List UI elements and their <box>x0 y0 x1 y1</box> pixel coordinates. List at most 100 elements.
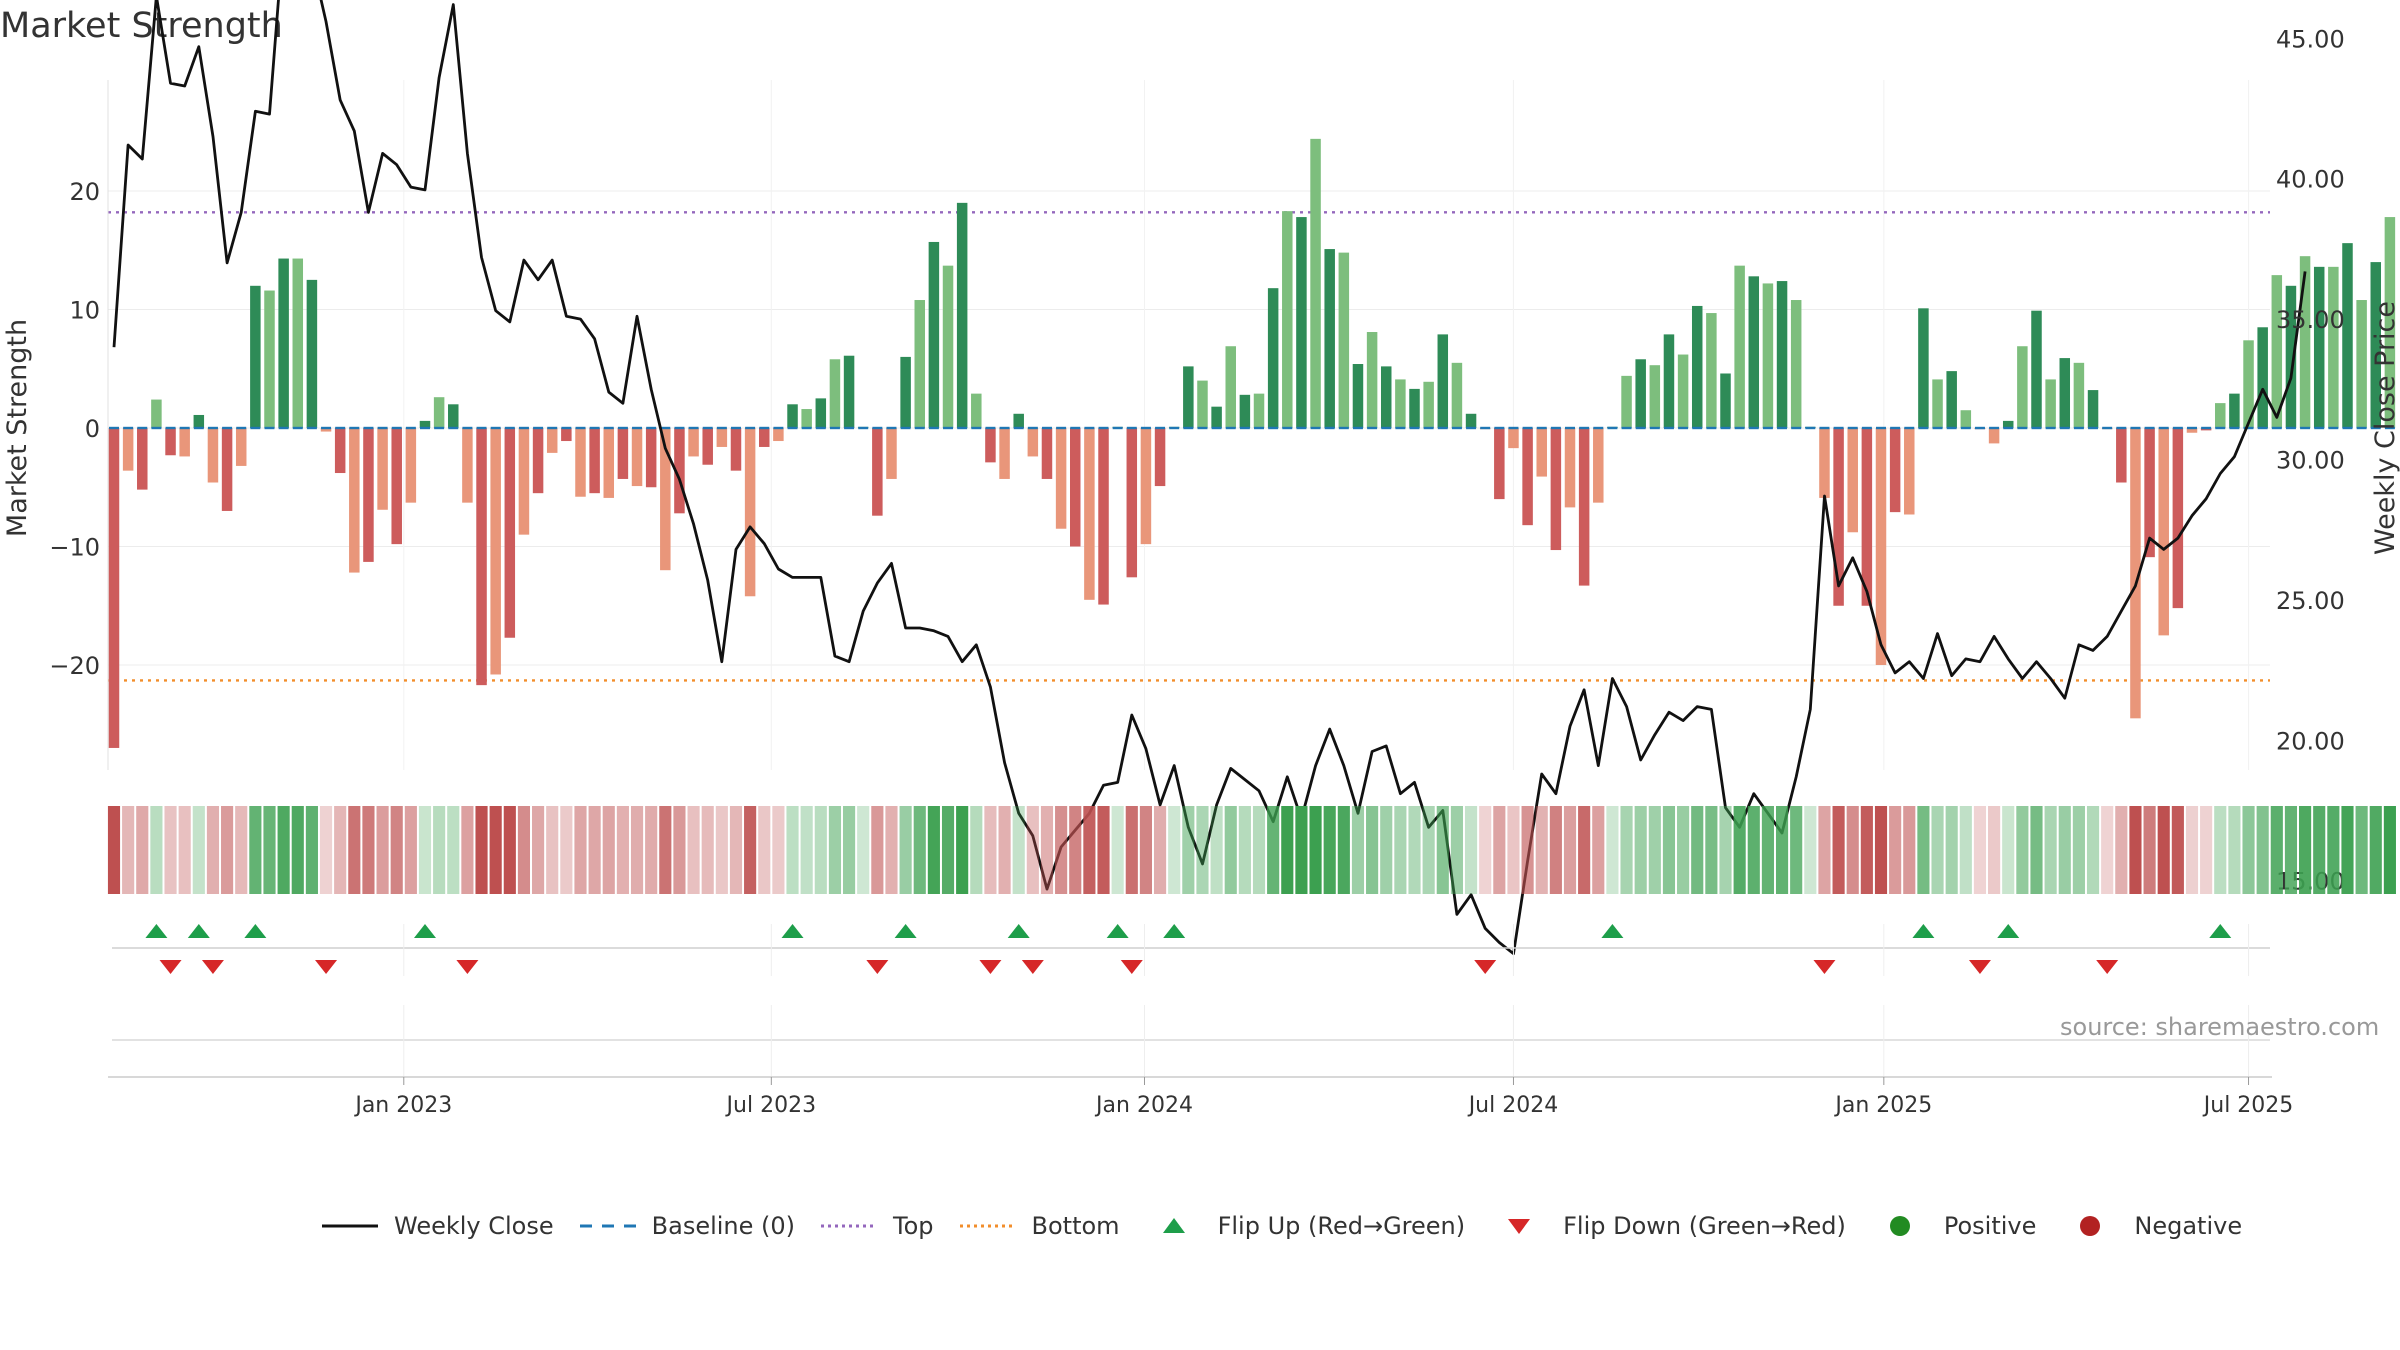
heat-cell <box>758 806 771 894</box>
strength-bar <box>1635 359 1646 428</box>
heat-cell <box>2242 806 2255 894</box>
strength-bar <box>1960 410 1972 428</box>
strength-bar <box>151 399 162 428</box>
strength-bar <box>1239 394 1251 428</box>
strength-bar <box>476 428 487 686</box>
strength-bar <box>137 428 148 490</box>
strength-bar <box>462 428 473 503</box>
heat-cell <box>616 806 629 894</box>
flip-down-marker <box>1474 960 1497 974</box>
strength-bar <box>603 428 615 498</box>
heat-cell <box>630 806 644 894</box>
strength-bar <box>1861 428 1873 606</box>
heat-cell <box>136 806 149 894</box>
y-left-tick-label: −10 <box>49 534 100 562</box>
legend-label: Baseline (0) <box>651 1212 796 1240</box>
strength-bar <box>1140 428 1152 545</box>
heat-cell <box>291 806 304 894</box>
strength-bar <box>561 428 572 442</box>
strength-bar <box>2073 362 2085 428</box>
strength-bar <box>1225 346 1236 428</box>
strength-bar <box>1776 281 1788 428</box>
y-right-tick-label: 30.00 <box>2276 447 2345 475</box>
heat-cell <box>1168 806 1181 894</box>
heat-cell <box>192 806 205 894</box>
heat-cell <box>1945 806 1958 894</box>
heat-cell <box>1422 806 1435 894</box>
strength-bar <box>872 428 883 516</box>
flip-down-marker <box>866 960 889 974</box>
y-left-tick-label: 20 <box>69 178 100 206</box>
strength-bar <box>448 404 459 428</box>
heat-cell <box>673 806 686 894</box>
strength-bar <box>334 428 346 474</box>
strength-bar <box>773 428 784 442</box>
heat-cell <box>1083 806 1096 894</box>
heat-cell <box>2058 806 2071 894</box>
heat-cell <box>998 806 1011 894</box>
strength-bar <box>2328 266 2339 428</box>
strength-bar <box>1706 313 1717 428</box>
heat-cell <box>1295 806 1308 894</box>
strength-bar <box>306 279 318 428</box>
heat-cell <box>475 806 488 894</box>
strength-bar <box>1691 305 1703 428</box>
heat-cell <box>1097 806 1110 894</box>
flip-down-marker <box>979 960 1002 974</box>
heat-cell <box>2228 806 2241 894</box>
strength-bar <box>377 428 388 510</box>
strength-bar <box>2031 310 2042 428</box>
heat-cell <box>418 806 432 894</box>
heat-cell <box>588 806 601 894</box>
heat-cell <box>1351 806 1365 894</box>
heat-cell <box>1917 806 1930 894</box>
strength-bar <box>900 356 911 428</box>
heat-cell <box>2256 806 2269 894</box>
heat-cell <box>1931 806 1944 894</box>
page-title: Market Strength <box>0 6 283 46</box>
heat-cell <box>2086 806 2100 894</box>
heat-cell <box>277 806 290 894</box>
strength-bar <box>1183 366 1194 428</box>
heat-cell <box>532 806 545 894</box>
legend-item: Positive <box>1868 1212 2036 1240</box>
flip-up-marker <box>1997 924 2020 938</box>
heat-cell <box>1705 806 1718 894</box>
heat-cell <box>2299 806 2312 894</box>
strength-bar <box>1211 406 1222 428</box>
strength-bar <box>914 300 926 428</box>
heat-cell <box>1366 806 1379 894</box>
heat-cell <box>1493 806 1506 894</box>
heat-cell <box>970 806 983 894</box>
heat-cell <box>602 806 615 894</box>
heat-cell <box>263 806 276 894</box>
strength-bar <box>942 265 954 428</box>
strength-bar <box>1296 217 1307 428</box>
heat-cell <box>1111 806 1124 894</box>
heat-cell <box>2030 806 2043 894</box>
heat-cell <box>871 806 884 894</box>
heat-cell <box>517 806 531 894</box>
legend-symbol-circle-red <box>2058 1214 2122 1238</box>
strength-bar <box>2059 358 2071 428</box>
strength-bar <box>2342 243 2353 428</box>
strength-bar <box>2144 428 2155 558</box>
strength-bar <box>1748 276 1760 428</box>
strength-bar <box>1098 428 1109 605</box>
source-credit: source: sharemaestro.com <box>2060 1013 2380 1041</box>
heat-cell <box>433 806 446 894</box>
heat-cell <box>2270 806 2283 894</box>
strength-bar <box>1932 379 1943 428</box>
strength-bar <box>702 428 713 465</box>
strength-bar <box>956 202 968 428</box>
heat-cell <box>1238 806 1251 894</box>
strength-bar <box>1013 413 1024 428</box>
strength-bar <box>1847 428 1858 533</box>
heat-cell <box>984 806 997 894</box>
heat-cell <box>1464 806 1478 894</box>
heat-cell <box>729 806 743 894</box>
flip-up-marker <box>781 924 804 938</box>
flip-down-marker <box>1120 960 1143 974</box>
legend-symbol-dash <box>576 1214 640 1238</box>
weekly-close-line-group <box>112 0 2307 956</box>
